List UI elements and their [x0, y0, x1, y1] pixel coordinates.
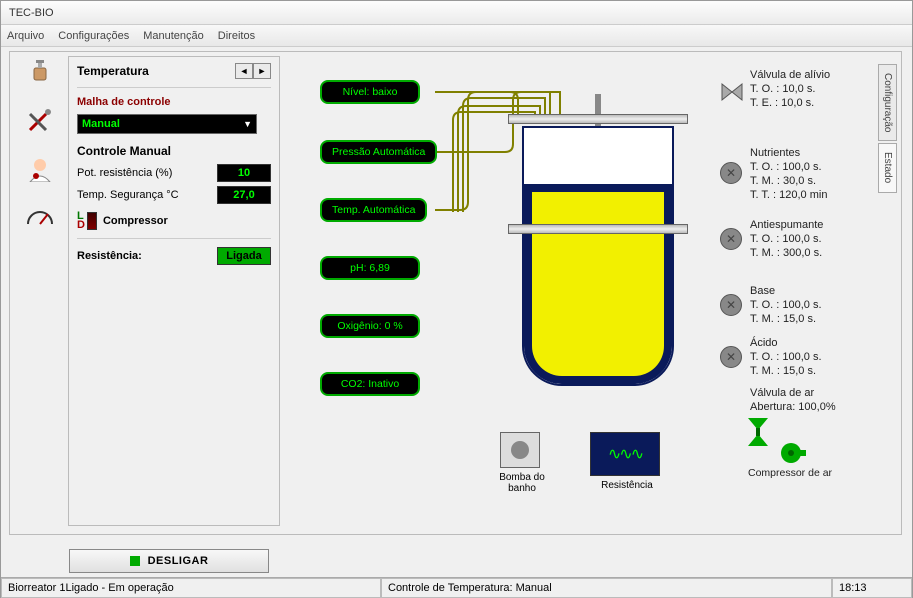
- res-value: Ligada: [217, 247, 271, 265]
- power-off-button[interactable]: DESLIGAR: [69, 549, 269, 573]
- status-reactor: Biorreator 1Ligado - Em operação: [1, 578, 381, 598]
- gauge-icon[interactable]: [22, 202, 58, 232]
- relief-title: Válvula de alívio: [750, 68, 830, 82]
- acid-title: Ácido: [750, 336, 822, 350]
- acid-pump-icon: [720, 346, 742, 368]
- acid-l1: T. O. : 100,0 s.: [750, 350, 822, 364]
- airvalve-l1: Abertura: 100,0%: [750, 400, 836, 414]
- airvalve-title: Válvula de ar: [750, 386, 836, 400]
- mode-select[interactable]: Manual ▼: [77, 114, 257, 134]
- resistance-label: Resistência: [592, 480, 662, 491]
- reactor-icon[interactable]: [22, 58, 58, 88]
- pill-nivel[interactable]: Nível: baixo: [320, 80, 420, 104]
- menu-arquivo[interactable]: Arquivo: [7, 30, 44, 42]
- base-pump-icon: [720, 294, 742, 316]
- main-frame: Temperatura ◄ ► Malha de controle Manual…: [9, 51, 902, 535]
- aircomp-label: Compressor de ar: [748, 466, 832, 480]
- nutr-l2: T. M. : 30,0 s.: [750, 174, 827, 188]
- relief-label-block: Válvula de alívio T. O. : 10,0 s. T. E. …: [750, 68, 830, 110]
- pot-label: Pot. resistência (%): [77, 167, 172, 179]
- acid-l2: T. M. : 15,0 s.: [750, 364, 822, 378]
- pill-co2[interactable]: CO2: Inativo: [320, 372, 420, 396]
- client-area: Temperatura ◄ ► Malha de controle Manual…: [1, 47, 912, 597]
- antifoam-label-block: Antiespumante T. O. : 100,0 s. T. M. : 3…: [750, 218, 823, 260]
- tools-icon[interactable]: [22, 106, 58, 136]
- tab-configuracao[interactable]: Configuração: [878, 64, 897, 141]
- resistance-icon: ∿∿∿: [608, 444, 642, 464]
- res-label: Resistência:: [77, 250, 142, 262]
- section-malha: Malha de controle: [77, 96, 271, 108]
- nutr-l1: T. O. : 100,0 s.: [750, 160, 827, 174]
- nutrients-pump-icon: [720, 162, 742, 184]
- diagram-area: Nível: baixo Pressão Automática Temp. Au…: [300, 62, 895, 528]
- window-title: TEC-BIO: [9, 7, 54, 19]
- menu-configuracoes[interactable]: Configurações: [58, 30, 129, 42]
- ld-indicator: LD: [77, 212, 85, 230]
- panel-next-button[interactable]: ►: [253, 63, 271, 79]
- panel-title: Temperatura: [77, 64, 149, 78]
- tseg-value[interactable]: 27,0: [217, 186, 271, 204]
- menu-bar: Arquivo Configurações Manutenção Direito…: [1, 25, 912, 47]
- tseg-label: Temp. Segurança °C: [77, 189, 179, 201]
- nutr-title: Nutrientes: [750, 146, 827, 160]
- air-compressor-icon: [776, 442, 806, 464]
- nutr-l3: T. T. : 120,0 min: [750, 188, 827, 202]
- mode-value: Manual: [82, 118, 120, 130]
- tab-estado[interactable]: Estado: [878, 143, 897, 192]
- pill-o2[interactable]: Oxigênio: 0 %: [320, 314, 420, 338]
- power-off-label: DESLIGAR: [148, 555, 209, 567]
- pill-temp[interactable]: Temp. Automática: [320, 198, 427, 222]
- side-tabs: Configuração Estado: [878, 64, 897, 195]
- status-control: Controle de Temperatura: Manual: [381, 578, 832, 598]
- base-l1: T. O. : 100,0 s.: [750, 298, 822, 312]
- base-label-block: Base T. O. : 100,0 s. T. M. : 15,0 s.: [750, 284, 822, 326]
- menu-manutencao[interactable]: Manutenção: [143, 30, 204, 42]
- base-l2: T. M. : 15,0 s.: [750, 312, 822, 326]
- operator-icon[interactable]: [22, 154, 58, 184]
- antifoam-l2: T. M. : 300,0 s.: [750, 246, 823, 260]
- resistance-box: ∿∿∿: [590, 432, 660, 476]
- compressor-indicator: [87, 212, 97, 230]
- chevron-down-icon: ▼: [243, 119, 252, 129]
- status-time: 18:13: [832, 578, 912, 598]
- menu-direitos[interactable]: Direitos: [218, 30, 255, 42]
- bath-pump-icon: [500, 432, 540, 468]
- title-bar[interactable]: TEC-BIO: [1, 1, 912, 25]
- pill-ph[interactable]: pH: 6,89: [320, 256, 420, 280]
- compressor-label: Compressor: [103, 215, 168, 227]
- manual-title: Controle Manual: [77, 144, 271, 158]
- airvalve-label-block: Válvula de ar Abertura: 100,0%: [750, 386, 836, 414]
- relief-l2: T. E. : 10,0 s.: [750, 96, 830, 110]
- reactor-vessel: [518, 114, 678, 414]
- base-title: Base: [750, 284, 822, 298]
- bath-label: Bomba do banho: [494, 472, 550, 494]
- nutrients-label-block: Nutrientes T. O. : 100,0 s. T. M. : 30,0…: [750, 146, 827, 202]
- air-valve-icon: [748, 418, 768, 446]
- antifoam-pump-icon: [720, 228, 742, 250]
- panel-prev-button[interactable]: ◄: [235, 63, 253, 79]
- relief-l1: T. O. : 10,0 s.: [750, 82, 830, 96]
- pot-value[interactable]: 10: [217, 164, 271, 182]
- app-window: TEC-BIO Arquivo Configurações Manutenção…: [0, 0, 913, 598]
- power-indicator-icon: [130, 556, 140, 566]
- status-bar: Biorreator 1Ligado - Em operação Control…: [1, 577, 912, 597]
- tool-icon-column: [16, 58, 64, 232]
- antifoam-l1: T. O. : 100,0 s.: [750, 232, 823, 246]
- control-panel: Temperatura ◄ ► Malha de controle Manual…: [68, 56, 280, 526]
- antifoam-title: Antiespumante: [750, 218, 823, 232]
- pill-pressao[interactable]: Pressão Automática: [320, 140, 437, 164]
- relief-valve-icon: [720, 82, 744, 102]
- acid-label-block: Ácido T. O. : 100,0 s. T. M. : 15,0 s.: [750, 336, 822, 378]
